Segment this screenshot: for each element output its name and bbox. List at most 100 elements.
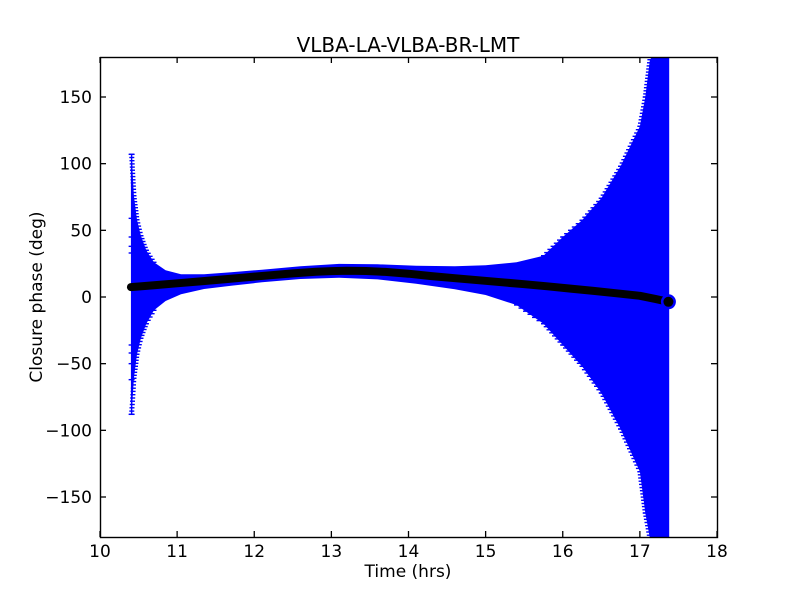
errorbar-cap	[640, 493, 646, 495]
errorbar-cap	[614, 421, 620, 424]
errorbar-cap	[139, 334, 145, 337]
errorbar-cap	[132, 204, 138, 206]
errorbar-cap	[514, 304, 519, 306]
errorbar-cap	[600, 395, 606, 397]
errorbar-cap	[134, 356, 140, 358]
errorbar-cap	[626, 149, 632, 151]
errorbar-cap	[640, 109, 646, 111]
errorbar-cap	[639, 115, 645, 118]
errorbar-cap	[138, 337, 144, 339]
model-curve	[126, 266, 673, 306]
errorbar-cap	[130, 394, 136, 396]
errorbar-cap	[642, 96, 648, 98]
errorbar-cap	[625, 444, 631, 447]
errorbar-cap	[645, 71, 651, 73]
errorbar-cap	[557, 341, 563, 343]
errorbar-cap	[591, 382, 597, 384]
errorbar-cap	[130, 172, 136, 175]
errorbar-cap	[135, 350, 141, 352]
errorbar-cap	[586, 375, 592, 377]
errorbar-cap	[131, 380, 137, 383]
errorbar-cap	[647, 59, 653, 61]
errorbar-cap	[133, 213, 139, 215]
errorbar-cap	[618, 428, 624, 430]
errorbar-cap	[644, 80, 650, 83]
errorbar-cap	[131, 188, 137, 190]
errorbar-cap	[639, 483, 644, 486]
errorbar-cap	[641, 499, 647, 501]
errorbar-cap	[622, 438, 628, 440]
errorbar-cap	[136, 344, 142, 346]
errorbar-cap	[644, 521, 650, 524]
errorbar-cap	[607, 408, 613, 411]
errorbar-cap	[627, 448, 632, 450]
y-tick-label: −150	[45, 488, 92, 508]
errorbar-cap	[647, 62, 652, 64]
errorbar-cap	[643, 93, 649, 95]
errorbar-cap	[552, 335, 557, 337]
errorbar-cap	[600, 194, 606, 196]
errorbar-cap	[593, 203, 599, 206]
x-tick-label: 17	[629, 542, 651, 562]
errorbar-cap	[642, 512, 648, 514]
errorbar-cap	[131, 384, 136, 386]
errorbar-cap	[131, 198, 137, 200]
errorbar-cap	[145, 319, 151, 321]
errorbar-cap	[579, 365, 585, 367]
errorbar-cap	[582, 216, 588, 218]
errorbar-cap	[568, 353, 574, 355]
errorbar-cap	[140, 331, 146, 334]
envelope-fill	[131, 57, 670, 537]
errorbar-cap	[134, 353, 140, 355]
errorbar-cap	[641, 106, 646, 108]
errorbar-cap	[604, 402, 610, 404]
errorbar-cap	[630, 454, 635, 456]
errorbar-cap	[132, 368, 138, 370]
tick-marks	[99, 57, 718, 537]
errorbar-cap	[532, 316, 537, 319]
errorbar-cap	[550, 245, 556, 247]
errorbar-cap	[609, 411, 615, 414]
end-marker	[660, 294, 676, 310]
errorbar-cap	[130, 185, 136, 187]
errorbar-cap	[641, 102, 647, 105]
y-tick-label: 100	[60, 155, 92, 175]
x-tick-label: 15	[475, 542, 497, 562]
errorbar-cap	[544, 251, 550, 254]
errorbar-cap	[137, 231, 143, 234]
errorbar-cap	[130, 169, 135, 171]
x-tick-label: 11	[166, 542, 188, 562]
errorbar-cap	[596, 389, 602, 391]
errorbar-cap	[642, 99, 648, 101]
errorbar-cap	[602, 398, 608, 401]
y-tick-label: 50	[70, 221, 92, 241]
errorbar-cap	[646, 534, 652, 536]
y-tick-label: −50	[56, 355, 92, 375]
errorbar-cap	[553, 242, 559, 244]
errorbar-cap	[624, 441, 629, 443]
errorbar-cap	[632, 461, 638, 463]
errorbar-cap	[621, 434, 627, 437]
errorbar-cap	[642, 509, 648, 511]
errorbar-cap	[149, 258, 155, 260]
x-tick-label: 14	[398, 542, 420, 562]
errorbar-cap	[644, 83, 650, 86]
errorbar-cap	[621, 159, 627, 161]
errorbar-cap	[527, 313, 533, 315]
errorbar-cap	[143, 249, 149, 251]
errorbar-cap	[130, 390, 136, 393]
errorbar-cap	[605, 405, 611, 407]
errorbar-cap	[549, 332, 555, 334]
errorbar-cap	[589, 379, 595, 381]
errorbar-cap	[587, 210, 593, 212]
errorbar-cap	[133, 207, 138, 209]
errorbar-cap	[147, 316, 153, 318]
errorbar-cap	[638, 480, 644, 482]
errorbar-cap	[638, 477, 644, 479]
errorbar-cap	[541, 255, 546, 257]
errorbar-cap	[136, 225, 142, 227]
errorbar-cap	[139, 237, 145, 240]
errorbar-cap	[133, 210, 139, 212]
errorbar-cap	[140, 240, 146, 243]
